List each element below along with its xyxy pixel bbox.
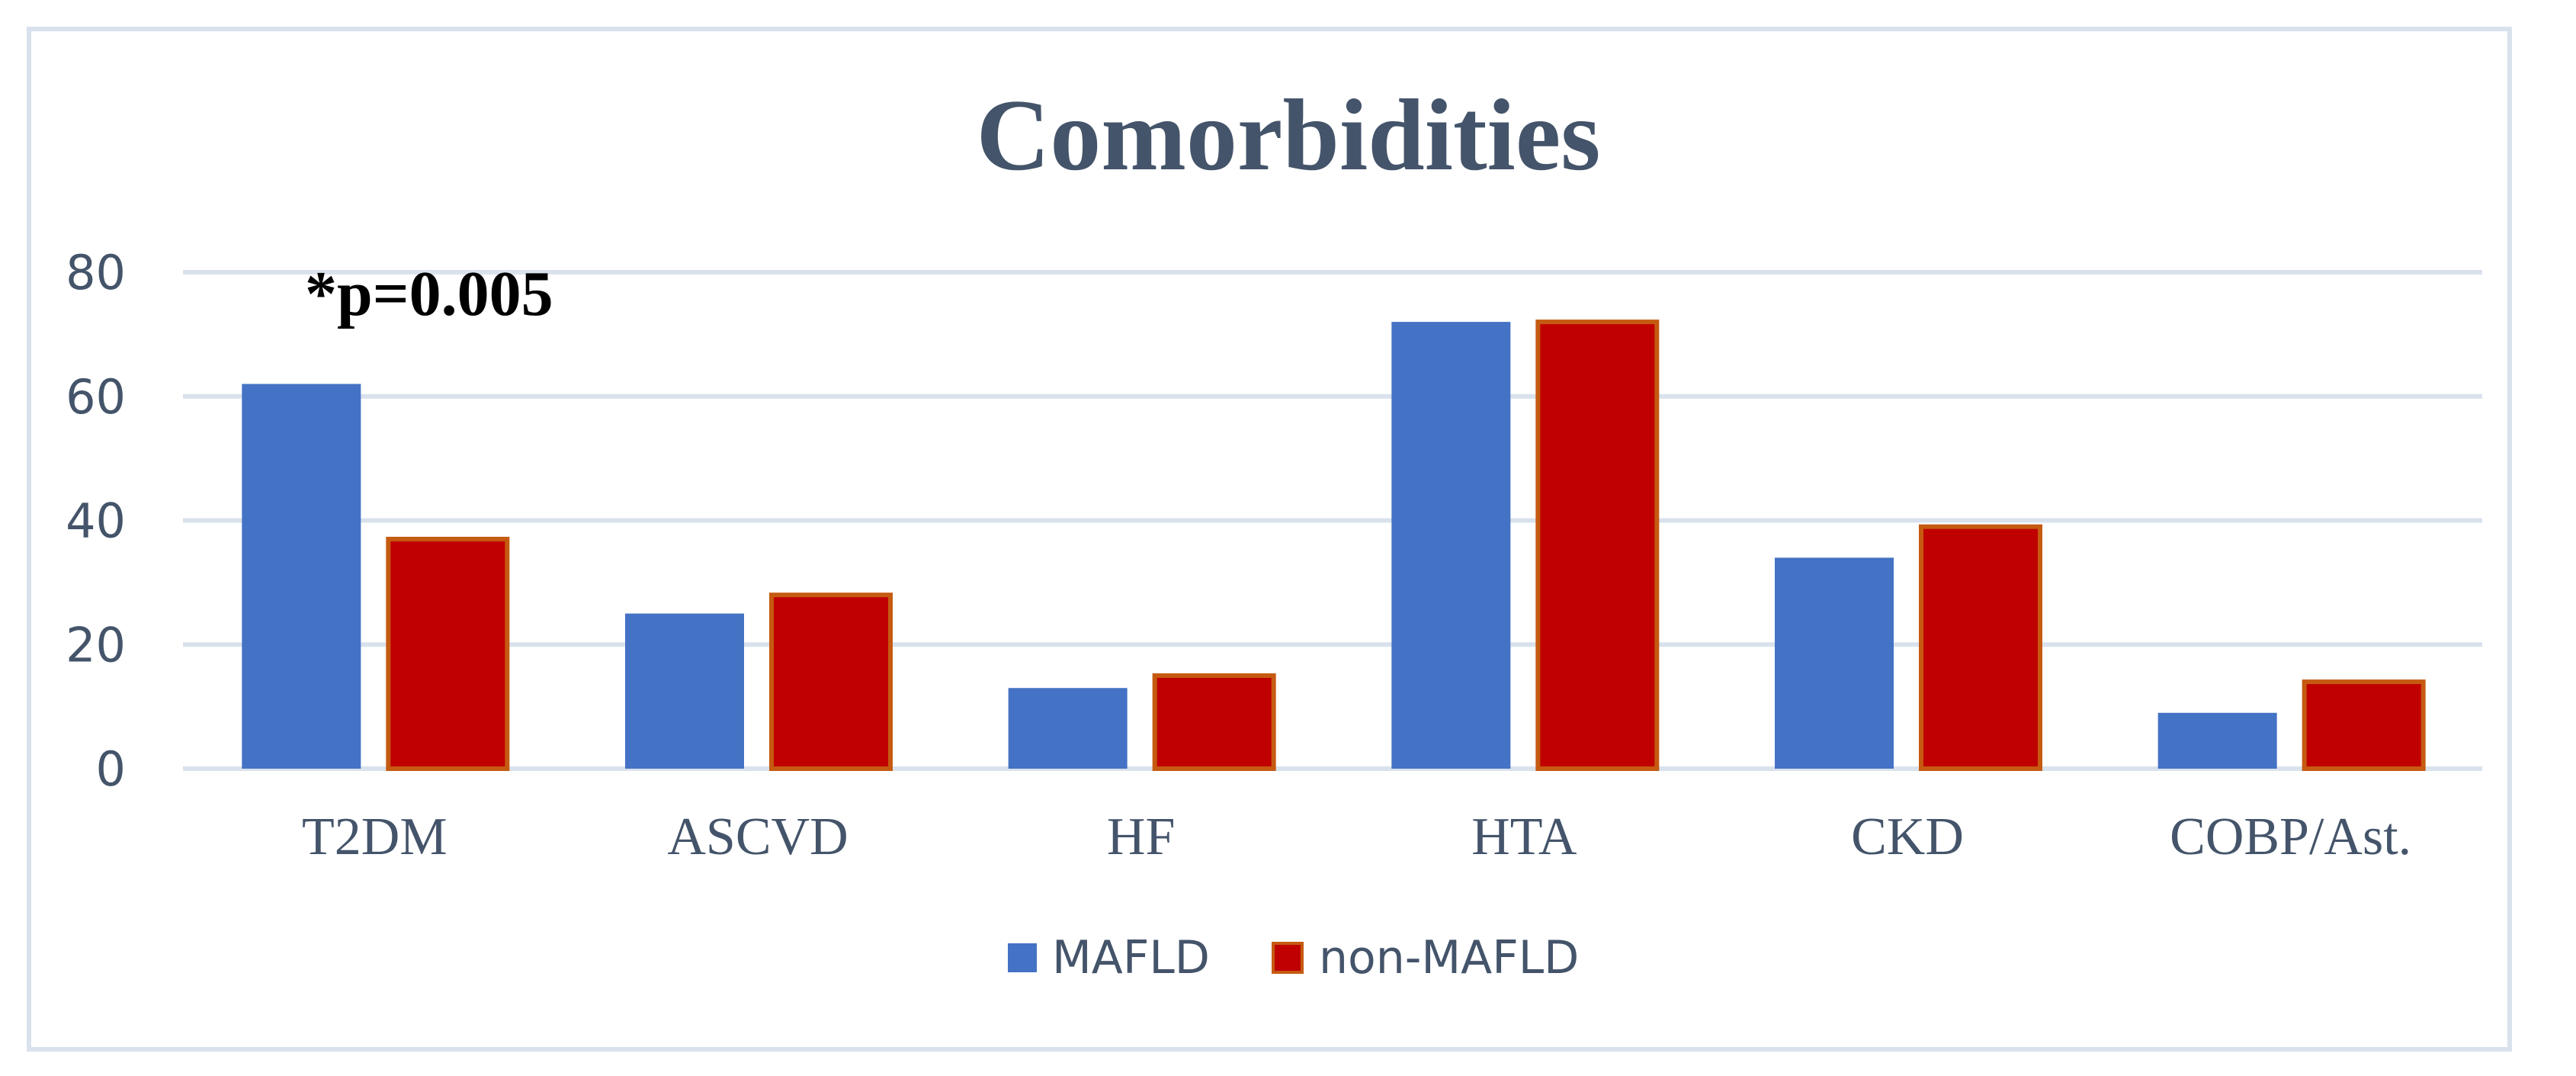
x-tick-label: CKD [1851,808,1964,866]
bar-non-mafld-ckd [1919,524,2042,771]
bar-non-mafld-hta [1535,320,1660,772]
x-tick-label: HF [1107,808,1175,866]
bar-mafld-hf [1008,688,1128,769]
legend-swatch-mafld [1008,943,1037,972]
chart-title: Comorbidities [977,79,1601,191]
x-tick-label: ASCVD [667,808,848,866]
x-tick-label: COBP/Ast. [2170,808,2411,866]
bars [242,320,2426,772]
bar-mafld-t2dm [242,384,361,769]
bar-mafld-ascvd [625,613,744,769]
y-axis-ticks: 0 20 40 60 80 [66,245,126,797]
bar-non-mafld-t2dm [386,536,510,771]
y-tick-label: 20 [66,617,126,673]
bar-mafld-cobp-ast- [2157,712,2277,769]
legend: MAFLD non-MAFLD [1008,931,1579,984]
bar-mafld-hta [1391,322,1511,769]
gridlines [183,270,2482,771]
y-tick-label: 80 [66,245,126,300]
y-tick-label: 60 [66,369,126,425]
bar-mafld-ckd [1775,557,1894,769]
significance-annotation: *p=0.005 [305,259,553,329]
bar-non-mafld-hf [1152,673,1276,771]
y-tick-label: 0 [96,741,126,797]
bar-non-mafld-cobp-ast- [2302,679,2426,772]
x-tick-label: HTA [1471,808,1577,866]
x-tick-label: T2DM [302,808,448,866]
legend-label-mafld: MAFLD [1052,931,1210,984]
legend-swatch-non-mafld [1272,942,1304,974]
bar-non-mafld-ascvd [769,593,893,772]
y-tick-label: 40 [66,493,126,549]
x-axis-ticks: T2DM ASCVD HF HTA CKD COBP/Ast. [302,808,2411,866]
legend-label-non-mafld: non-MAFLD [1319,931,1579,984]
